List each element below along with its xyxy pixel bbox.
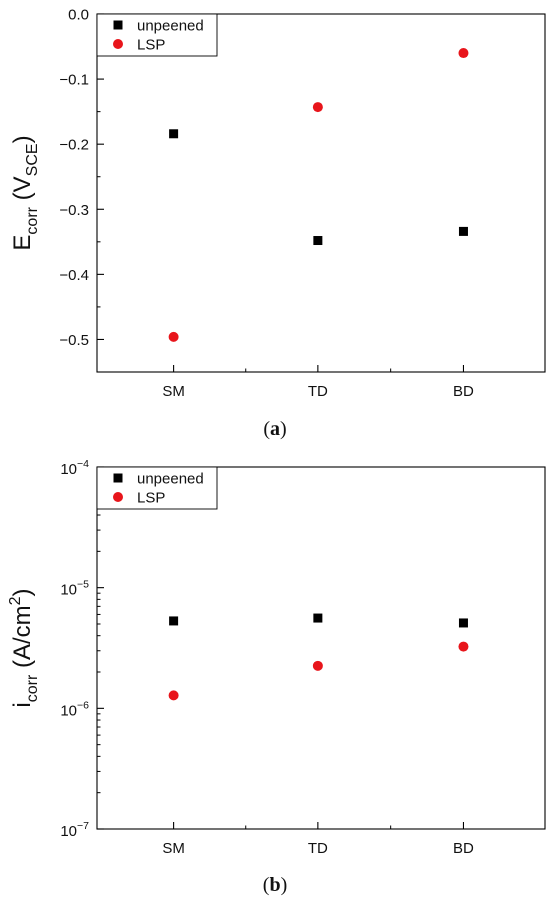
plot-frame [96, 13, 546, 373]
point-lsp-sm [168, 331, 179, 342]
y-tick-label: 10−5 [60, 579, 89, 599]
point-unpeened-td [313, 236, 323, 246]
caption-b-letter: b [269, 874, 281, 896]
point-unpeened-bd [458, 226, 468, 236]
legend-marker-unpeened [113, 20, 123, 30]
plot-frame [96, 466, 546, 830]
caption-b-open: ( [262, 874, 270, 896]
point-unpeened-sm [169, 129, 179, 139]
y-tick-label: 10−7 [60, 820, 89, 840]
point-unpeened-td [313, 613, 323, 623]
y-tick-label: −0.3 [59, 202, 89, 219]
legend-label-lsp: LSP [137, 490, 165, 507]
chart-a: 0.0 −0.1 −0.2 −0.3 −0.4 −0.5 SM TD BD Ecorr (VSCE… [9, 7, 546, 400]
caption-a: (a) [0, 418, 550, 441]
point-lsp-sm [168, 690, 179, 701]
y-tick-label: −0.2 [59, 137, 89, 154]
y-tick-label: 10−6 [60, 699, 89, 719]
caption-b: (b) [0, 874, 550, 897]
y-tick-label: 10−4 [60, 458, 89, 478]
point-unpeened-sm [169, 616, 179, 626]
chart-b: 10−4 10−5 10−6 10−7 SM TD BD icorr (A/cm2) unpee… [7, 458, 546, 857]
y-axis-title: icorr (A/cm2) [7, 588, 41, 707]
caption-a-letter: a [270, 418, 280, 440]
y-tick-label: 0.0 [68, 7, 89, 24]
legend-marker-unpeened [113, 473, 123, 483]
x-tick-label-sm: SM [162, 383, 185, 400]
point-lsp-td [312, 102, 323, 113]
y-tick-label: −0.5 [59, 332, 89, 349]
x-tick-label-td: TD [308, 840, 328, 857]
legend: unpeened LSP [96, 466, 218, 510]
point-lsp-bd [458, 48, 469, 59]
x-tick-label-bd: BD [453, 840, 474, 857]
point-lsp-bd [458, 641, 469, 652]
y-tick-label: −0.1 [59, 72, 89, 89]
legend-marker-lsp [113, 492, 123, 502]
point-lsp-td [312, 660, 323, 671]
caption-a-close: ) [280, 418, 287, 440]
point-unpeened-bd [458, 618, 468, 628]
legend-label-lsp: LSP [137, 37, 165, 54]
legend: unpeened LSP [96, 13, 218, 57]
caption-a-open: ( [263, 418, 270, 440]
x-tick-label-sm: SM [162, 840, 185, 857]
legend-marker-lsp [113, 39, 123, 49]
x-tick-label-td: TD [308, 383, 328, 400]
x-tick-label-bd: BD [453, 383, 474, 400]
legend-label-unpeened: unpeened [137, 18, 204, 35]
legend-label-unpeened: unpeened [137, 471, 204, 488]
y-tick-label: −0.4 [59, 267, 89, 284]
caption-b-close: ) [280, 874, 288, 896]
y-axis-title: Ecorr (VSCE) [9, 135, 41, 250]
